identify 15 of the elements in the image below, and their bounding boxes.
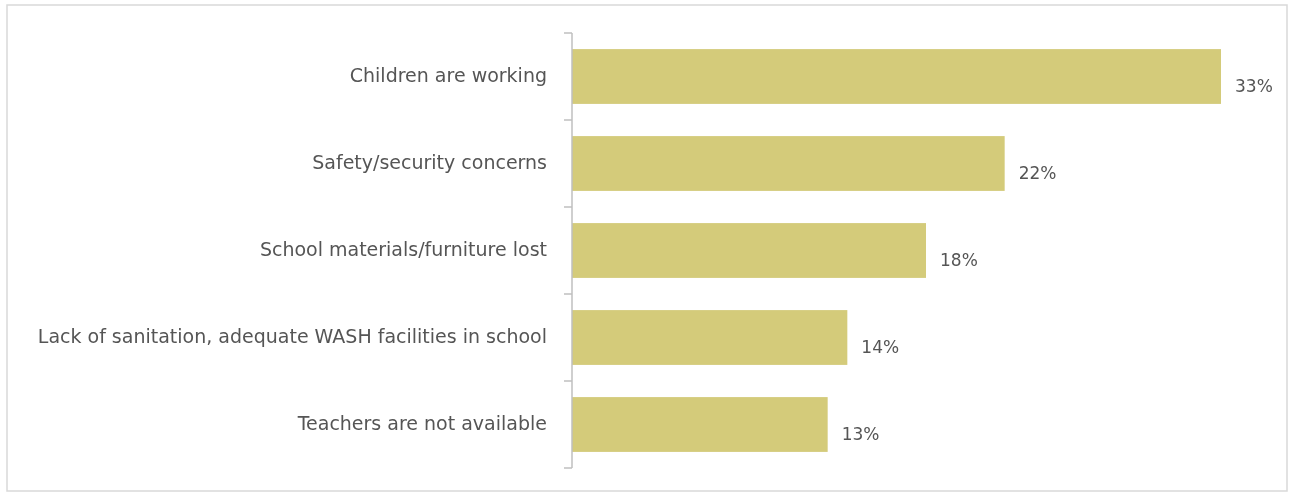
y-tick-label: Lack of sanitation, adequate WASH facilities in school	[37, 325, 547, 347]
data-label: 18%	[940, 249, 978, 270]
data-label: 14%	[861, 336, 900, 357]
y-tick-label: Teachers are not available	[296, 412, 547, 434]
bar	[572, 223, 926, 278]
y-tick-label: Children are working	[349, 64, 547, 86]
data-label: 22%	[1018, 162, 1057, 183]
bar	[572, 310, 848, 365]
y-tick-label: School materials/furniture lost	[259, 238, 547, 260]
bar	[572, 397, 828, 452]
y-tick-label: Safety/security concerns	[312, 151, 547, 173]
bar	[572, 136, 1005, 191]
data-label: 13%	[841, 423, 880, 444]
data-label: 33%	[1235, 75, 1273, 96]
bar	[572, 49, 1221, 104]
